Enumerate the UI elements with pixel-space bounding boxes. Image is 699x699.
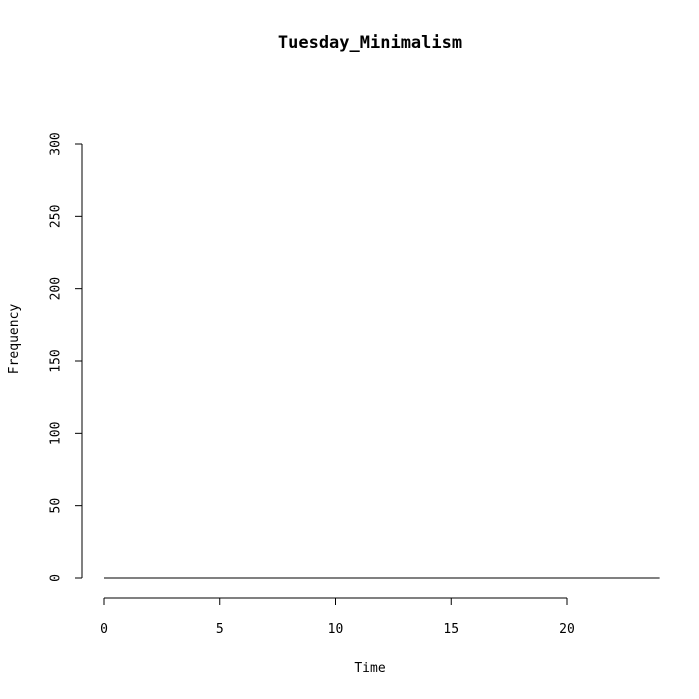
y-tick-label: 150 [49,349,64,372]
y-axis-label: Frequency [7,304,22,375]
y-tick-label: 250 [49,205,64,228]
y-tick-label: 200 [49,277,64,300]
x-tick-label: 20 [559,622,575,637]
y-tick-label: 0 [49,574,64,582]
x-tick-label: 15 [443,622,459,637]
x-axis-label: Time [354,661,385,676]
y-tick-label: 300 [49,132,64,155]
x-tick-label: 0 [100,622,108,637]
y-axis: 0 50 100 150 200 250 300 [49,132,83,582]
x-tick-label: 10 [328,622,344,637]
y-tick-label: 50 [49,498,64,514]
x-axis: 0 5 10 15 20 [100,597,575,637]
x-tick-label: 5 [216,622,224,637]
chart-title: Tuesday_Minimalism [278,33,462,53]
y-tick-label: 100 [49,422,64,445]
